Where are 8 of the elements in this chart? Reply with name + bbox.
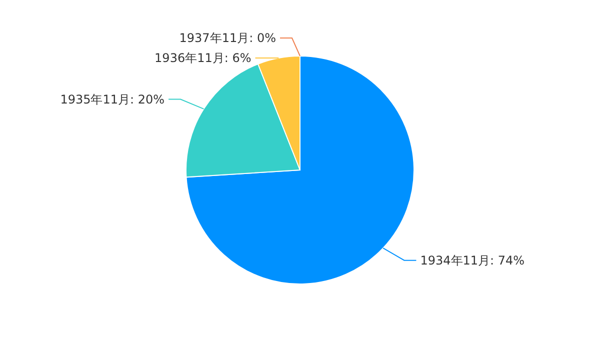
data-label: : 6%: [224, 51, 252, 65]
slice-label: 1936年11月: [154, 51, 224, 65]
text: : 0%: [249, 31, 276, 45]
category-label: 1937年11月: [179, 31, 250, 45]
slice-label: 1935年11月: [60, 92, 130, 106]
data-label: : 20%: [130, 92, 165, 106]
data-label: : 74%: [490, 253, 525, 268]
slice-label: 1934年11月: [420, 253, 490, 268]
